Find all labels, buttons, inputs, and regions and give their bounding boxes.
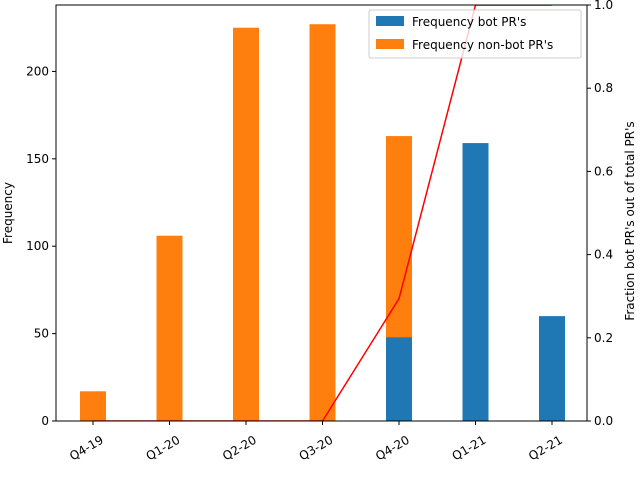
y-tick-label-200: 200	[26, 64, 49, 78]
bar-nonbot-q3-20	[309, 24, 336, 421]
bar-bot-q2-21	[539, 316, 565, 421]
y2-tick-label-0.2: 0.2	[594, 331, 613, 345]
x-tick-label-q2-21: Q2-21	[526, 433, 565, 463]
x-tick-label-q1-21: Q1-21	[450, 433, 489, 463]
y-axis-left: 0 50 100 150 200	[26, 64, 56, 428]
bar-bot-q4-20	[386, 337, 412, 421]
x-axis: Q4-19 Q1-20 Q2-20 Q3-20 Q4-20 Q1-21 Q2-21	[67, 421, 565, 463]
y2-tick-label-0.6: 0.6	[594, 164, 613, 178]
y2-tick-label-0.8: 0.8	[594, 81, 613, 95]
y2-tick-label-0: 0.0	[594, 414, 613, 428]
plot-frame	[55, 4, 588, 422]
y-tick-label-100: 100	[26, 239, 49, 253]
y-tick-label-50: 50	[34, 327, 49, 341]
y2-tick-label-1: 1.0	[594, 0, 613, 12]
legend-label-nonbot: Frequency non-bot PR's	[412, 38, 553, 52]
x-tick-label-q2-20: Q2-20	[220, 433, 259, 463]
y2-tick-label-0.4: 0.4	[594, 248, 613, 262]
x-tick-label-q4-19: Q4-19	[67, 433, 106, 463]
y-axis-title: Frequency	[1, 182, 15, 244]
x-tick-label-q1-20: Q1-20	[144, 433, 183, 463]
y-tick-label-0: 0	[41, 414, 49, 428]
legend-label-bot: Frequency bot PR's	[412, 15, 526, 29]
bar-nonbot-q4-20	[386, 136, 412, 338]
y2-axis-title: Fraction bot PR's out of total PR's	[623, 121, 637, 320]
legend-swatch-bot	[376, 16, 404, 26]
x-tick-label-q3-20: Q3-20	[297, 433, 336, 463]
bar-nonbot-q4-19	[80, 391, 106, 421]
legend-swatch-nonbot	[376, 39, 404, 49]
y-tick-label-150: 150	[26, 152, 49, 166]
y-axis-right: 0.0 0.2 0.4 0.6 0.8 1.0	[587, 0, 613, 428]
legend: Frequency bot PR's Frequency non-bot PR'…	[368, 9, 582, 59]
bar-bot-q1-21	[462, 143, 489, 421]
x-tick-label-q4-20: Q4-20	[373, 433, 412, 463]
legend-box	[368, 9, 582, 59]
bar-nonbot-q2-20	[233, 27, 259, 421]
bar-nonbot-q1-20	[156, 235, 183, 421]
bars-layer	[80, 24, 565, 421]
